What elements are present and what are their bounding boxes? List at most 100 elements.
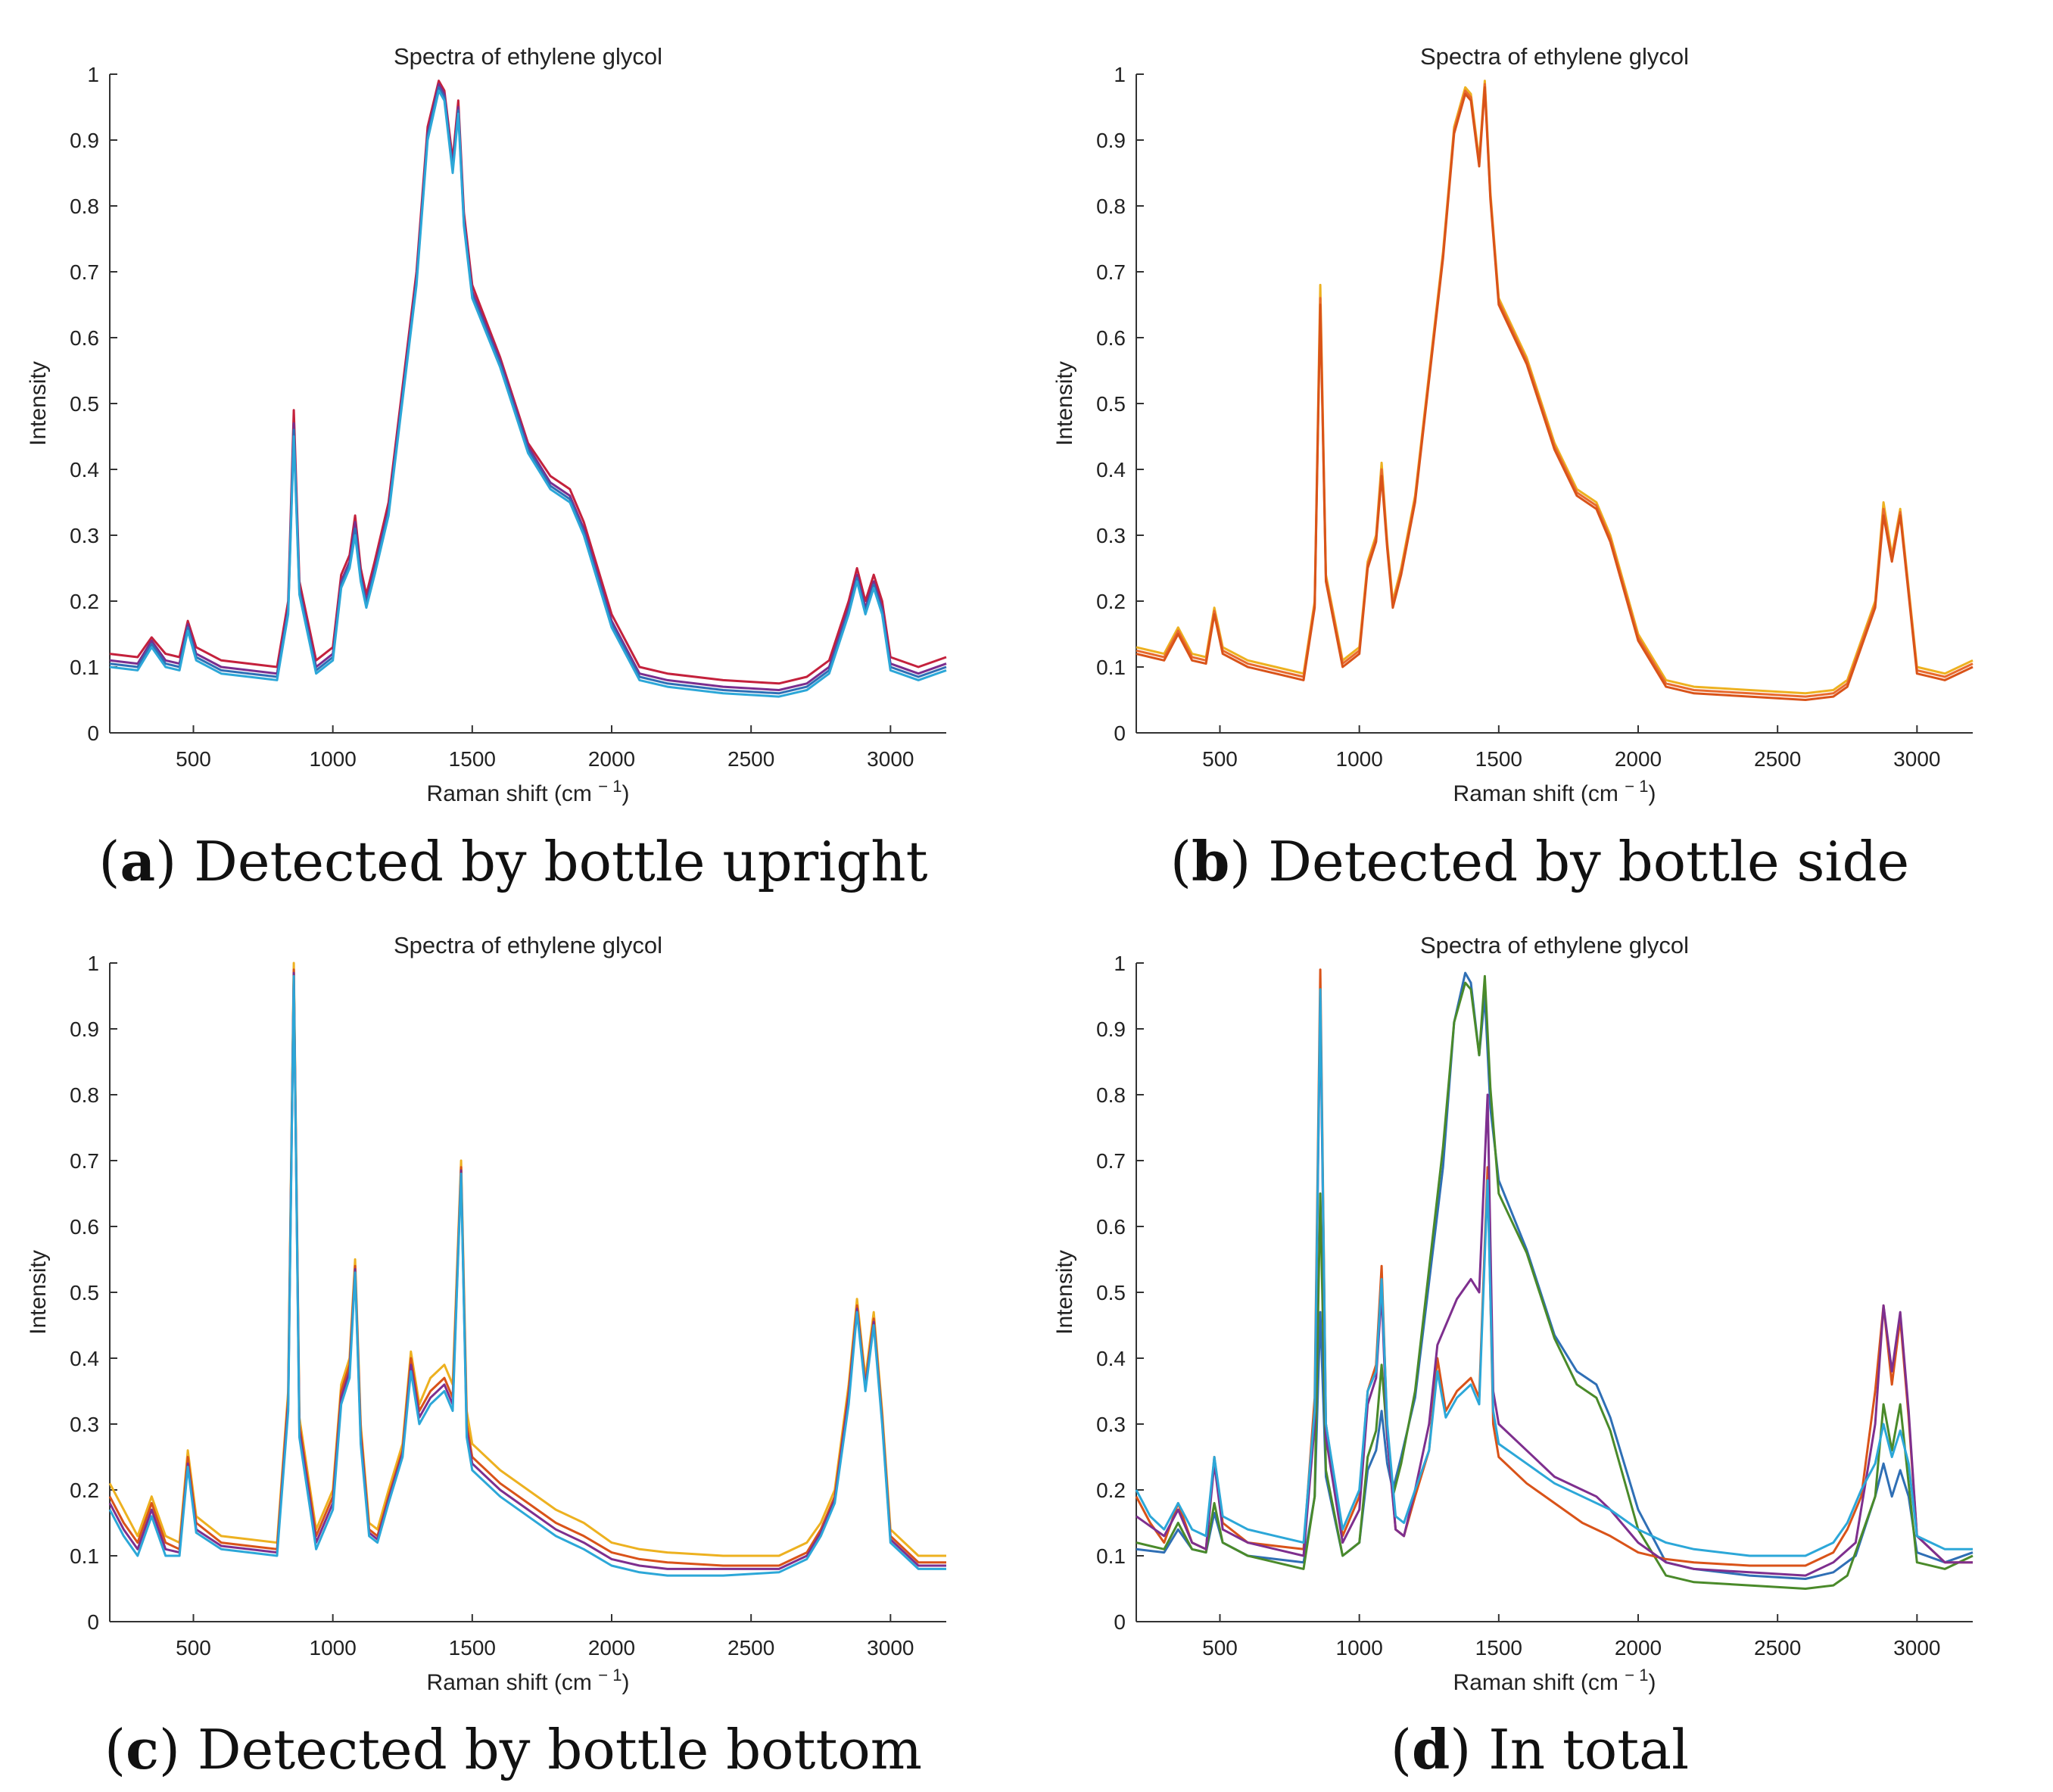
y-tick-label: 0.5	[1096, 392, 1126, 416]
y-tick-label: 0.7	[1096, 1149, 1126, 1173]
caption-c: (c) Detected by bottle bottom	[104, 1717, 923, 1781]
x-tick-label: 500	[176, 747, 211, 771]
series-line-spectrum-1	[108, 961, 946, 1557]
x-tick-label: 1000	[1336, 747, 1383, 771]
y-tick-label: 0.5	[70, 392, 99, 416]
y-tick-label: 0.1	[70, 1544, 99, 1568]
y-tick-label: 0.3	[70, 524, 99, 547]
x-tick-label: 500	[1202, 747, 1238, 771]
caption-a-letter: a	[120, 829, 156, 893]
series-line-cyan-type	[1135, 988, 1973, 1557]
series-line-spectrum-2	[108, 968, 946, 1567]
series-line-side-type	[1136, 974, 1974, 1590]
y-tick-label: 0	[87, 1610, 99, 1634]
caption-c-letter: c	[126, 1717, 159, 1781]
series-line-spectrum-3	[1136, 86, 1974, 701]
x-tick-label: 2000	[1615, 747, 1662, 771]
series-line-spectrum-4	[109, 89, 947, 698]
caption-b: (b) Detected by bottle side	[1170, 829, 1910, 893]
x-tick-label: 500	[1202, 1636, 1238, 1660]
x-axis-label: Raman shift (cm − 1)	[427, 1666, 630, 1695]
y-tick-label: 0.2	[70, 1479, 99, 1502]
series-line-spectrum-3	[108, 971, 946, 1570]
y-tick-label: 0.2	[70, 590, 99, 613]
y-axis-label: Intensity	[1052, 1250, 1077, 1335]
y-tick-label: 0.9	[70, 1018, 99, 1041]
caption-a-text: Detected by bottle upright	[194, 830, 928, 893]
y-tick-label: 0	[1114, 1610, 1126, 1634]
x-tick-label: 2500	[727, 1636, 774, 1660]
y-tick-label: 1	[87, 63, 99, 86]
y-tick-label: 0.4	[1096, 458, 1126, 482]
y-tick-label: 0.6	[70, 1215, 99, 1239]
y-tick-label: 0.3	[1096, 1413, 1126, 1436]
y-tick-label: 0.5	[70, 1281, 99, 1304]
y-tick-label: 0.9	[70, 129, 99, 152]
series-line-spectrum-1	[109, 79, 947, 685]
x-tick-label: 2500	[1754, 1636, 1801, 1660]
y-tick-label: 0.7	[70, 260, 99, 284]
x-tick-label: 1000	[310, 1636, 357, 1660]
caption-c-text: Detected by bottle bottom	[197, 1718, 923, 1781]
y-tick-label: 0.1	[1096, 1544, 1126, 1568]
caption-d-text: In total	[1488, 1718, 1690, 1781]
caption-d-letter: d	[1411, 1717, 1450, 1781]
x-tick-label: 2000	[1615, 1636, 1662, 1660]
y-tick-label: 0.3	[70, 1413, 99, 1436]
y-tick-label: 0.7	[70, 1149, 99, 1173]
chart-title: Spectra of ethylene glycol	[394, 43, 662, 70]
x-tick-label: 500	[176, 1636, 211, 1660]
caption-b-text: Detected by bottle side	[1268, 830, 1910, 893]
caption-b-letter: b	[1191, 829, 1230, 893]
chart-title: Spectra of ethylene glycol	[394, 932, 662, 958]
y-tick-label: 1	[87, 952, 99, 975]
y-axis-label: Intensity	[26, 1250, 51, 1335]
series-line-bottom-type	[1135, 968, 1973, 1567]
y-tick-label: 0.8	[70, 195, 99, 218]
y-axis-label: Intensity	[26, 361, 51, 446]
x-tick-label: 1500	[1475, 747, 1522, 771]
x-tick-label: 2500	[1754, 747, 1801, 771]
y-tick-label: 0.8	[70, 1083, 99, 1107]
y-tick-label: 0.2	[1096, 590, 1126, 613]
caption-a: (a) Detected by bottle upright	[98, 829, 928, 893]
y-tick-label: 0.9	[1096, 1018, 1126, 1041]
y-tick-label: 1	[1114, 952, 1126, 975]
series-line-spectrum-2	[1136, 83, 1974, 698]
x-tick-label: 1500	[449, 747, 496, 771]
x-tick-label: 1500	[449, 1636, 496, 1660]
x-tick-label: 1000	[1336, 1636, 1383, 1660]
y-tick-label: 0.9	[1096, 129, 1126, 152]
y-tick-label: 0.4	[70, 458, 99, 482]
y-tick-label: 0.2	[1096, 1479, 1126, 1502]
y-tick-label: 0.1	[70, 656, 99, 679]
y-tick-label: 0	[1114, 721, 1126, 745]
x-tick-label: 1500	[1475, 1636, 1522, 1660]
series-line-spectrum-1	[1136, 79, 1974, 695]
series-line-mixed-type	[1136, 995, 1973, 1577]
y-tick-label: 0	[87, 721, 99, 745]
caption-d: (d) In total	[1390, 1717, 1690, 1781]
x-tick-label: 3000	[867, 1636, 914, 1660]
series-line-spectrum-2	[109, 83, 947, 691]
x-axis-label: Raman shift (cm − 1)	[1453, 777, 1656, 806]
y-tick-label: 0.1	[1096, 656, 1126, 679]
x-tick-label: 3000	[1893, 1636, 1940, 1660]
x-tick-label: 3000	[867, 747, 914, 771]
y-tick-label: 0.6	[70, 326, 99, 350]
x-tick-label: 1000	[310, 747, 357, 771]
x-axis-label: Raman shift (cm − 1)	[1453, 1666, 1656, 1695]
y-tick-label: 0.3	[1096, 524, 1126, 547]
x-tick-label: 3000	[1893, 747, 1940, 771]
chart-title: Spectra of ethylene glycol	[1420, 932, 1689, 958]
series-line-spectrum-4	[108, 974, 946, 1577]
y-axis-label: Intensity	[1052, 361, 1077, 446]
y-tick-label: 0.6	[1096, 1215, 1126, 1239]
series-line-spectrum-3	[109, 86, 947, 695]
y-tick-label: 0.4	[70, 1347, 99, 1370]
series-line-upright-type	[1136, 971, 1974, 1580]
